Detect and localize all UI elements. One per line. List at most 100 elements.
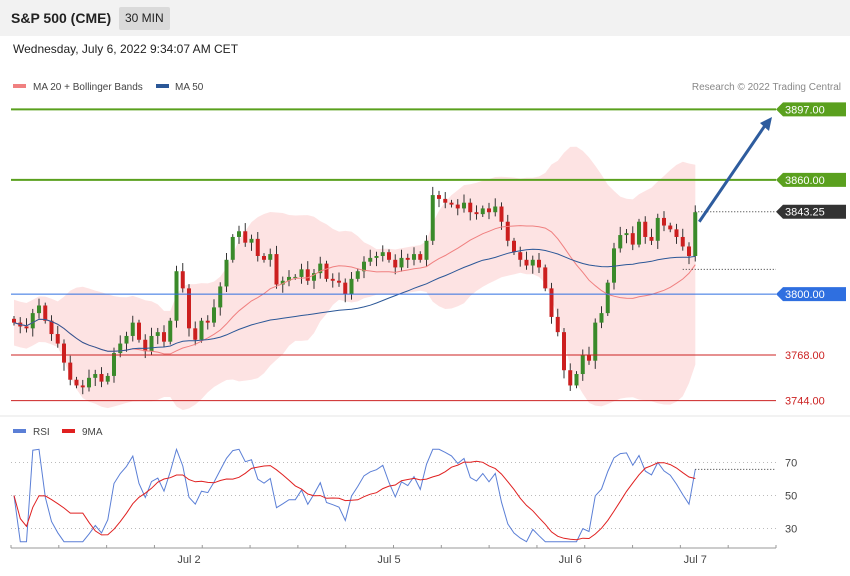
copyright-credit: Research © 2022 Trading Central xyxy=(692,82,841,93)
rsi-legend: RSI 9MA xyxy=(13,427,103,438)
candle-body xyxy=(587,354,591,361)
candle-body xyxy=(399,257,404,268)
candle-body xyxy=(443,198,448,203)
candle-body xyxy=(337,280,341,283)
candle-body xyxy=(230,236,235,260)
rsi-ma9-line xyxy=(13,460,696,541)
candle-body xyxy=(124,335,129,344)
pivot-level-tag xyxy=(776,287,846,302)
candle-body xyxy=(155,332,160,336)
candle-body xyxy=(74,379,79,386)
candle-body xyxy=(168,320,173,342)
candle-body xyxy=(662,217,666,226)
rsi-guide-label: 30 xyxy=(785,524,797,536)
time-tick-label: Jul 6 xyxy=(559,554,582,566)
candle-body xyxy=(312,273,316,281)
candle-body xyxy=(524,259,529,266)
candle-body xyxy=(630,233,635,245)
rsi-guide-label: 50 xyxy=(785,491,797,503)
candle-body xyxy=(612,248,616,283)
candle-body xyxy=(655,217,660,241)
pivot-level-label: 3800.00 xyxy=(785,289,825,301)
candle-body xyxy=(118,343,123,354)
candle-body xyxy=(380,252,385,256)
candle-body xyxy=(62,343,66,363)
candle-body xyxy=(405,257,410,260)
candle-body xyxy=(368,257,373,262)
chart-header: S&P 500 (CME) 30 MIN xyxy=(0,0,850,36)
candle-body xyxy=(224,259,229,287)
candle-body xyxy=(468,202,473,213)
candlesticks xyxy=(12,186,698,395)
candle-body xyxy=(87,377,91,388)
rsi-line xyxy=(13,447,696,543)
candle-body xyxy=(93,374,98,378)
candle-body xyxy=(293,276,298,278)
candle-body xyxy=(180,271,185,289)
candle-body xyxy=(593,322,598,361)
candle-body xyxy=(174,271,179,321)
resistance-level-tag xyxy=(776,172,846,187)
time-tick-label: Jul 7 xyxy=(684,554,707,566)
support-level-label: 3768.00 xyxy=(785,350,825,362)
candle-body xyxy=(324,263,329,279)
candle-body xyxy=(387,252,391,260)
last-price-level-label: 3843.25 xyxy=(785,207,825,219)
resistance-level-label: 3897.00 xyxy=(785,104,825,116)
candle-body xyxy=(687,246,691,256)
candle-body xyxy=(193,328,198,340)
candle-body xyxy=(449,202,454,205)
candle-body xyxy=(12,318,16,323)
candle-body xyxy=(643,221,648,237)
target-arrow xyxy=(698,117,772,223)
candle-body xyxy=(37,305,41,314)
candle-body xyxy=(418,254,423,260)
candle-body xyxy=(618,235,623,249)
rsi-legend-swatch xyxy=(13,429,26,433)
chart-datetime: Wednesday, July 6, 2022 9:34:07 AM CET xyxy=(13,42,239,56)
bollinger-legend-label: MA 20 + Bollinger Bands xyxy=(33,82,143,93)
moving-averages xyxy=(13,225,696,355)
candle-body xyxy=(462,202,466,209)
instrument-title: S&P 500 (CME) xyxy=(11,10,112,26)
ma9-legend-label: 9MA xyxy=(82,427,103,438)
rsi-guide-lines: 70 50 30 xyxy=(11,458,797,536)
ma50-line xyxy=(13,248,696,352)
candle-body xyxy=(218,286,223,308)
candle-body xyxy=(262,256,266,260)
candle-body xyxy=(330,278,335,281)
candle-body xyxy=(149,335,154,352)
candle-body xyxy=(318,263,323,274)
target-arrow-shaft xyxy=(698,123,768,223)
candle-body xyxy=(512,240,516,253)
candle-body xyxy=(237,231,241,237)
bollinger-band-fill xyxy=(14,146,696,411)
candle-body xyxy=(568,370,573,386)
bollinger-legend-swatch xyxy=(13,84,26,88)
candle-body xyxy=(574,374,579,386)
candle-body xyxy=(518,252,523,260)
time-tick-label: Jul 5 xyxy=(377,554,400,566)
candle-body xyxy=(205,320,210,323)
candle-body xyxy=(130,322,135,336)
candle-body xyxy=(80,385,85,388)
candle-body xyxy=(24,326,29,329)
candle-body xyxy=(68,362,73,380)
target-arrow-head xyxy=(760,117,772,132)
candle-body xyxy=(305,269,310,281)
resistance-level-label: 3860.00 xyxy=(785,175,825,187)
candle-body xyxy=(268,254,273,260)
candle-body xyxy=(374,256,379,258)
candle-body xyxy=(624,233,629,236)
candle-body xyxy=(343,282,348,295)
candle-body xyxy=(137,322,141,340)
candle-body xyxy=(299,269,304,277)
resistance-level-tag xyxy=(776,102,846,117)
candle-body xyxy=(212,307,216,323)
candle-body xyxy=(30,313,35,329)
candle-body xyxy=(499,206,504,222)
rsi-legend-label: RSI xyxy=(33,427,50,438)
interval-button[interactable]: 30 MIN xyxy=(119,7,170,30)
candle-body xyxy=(99,374,104,382)
